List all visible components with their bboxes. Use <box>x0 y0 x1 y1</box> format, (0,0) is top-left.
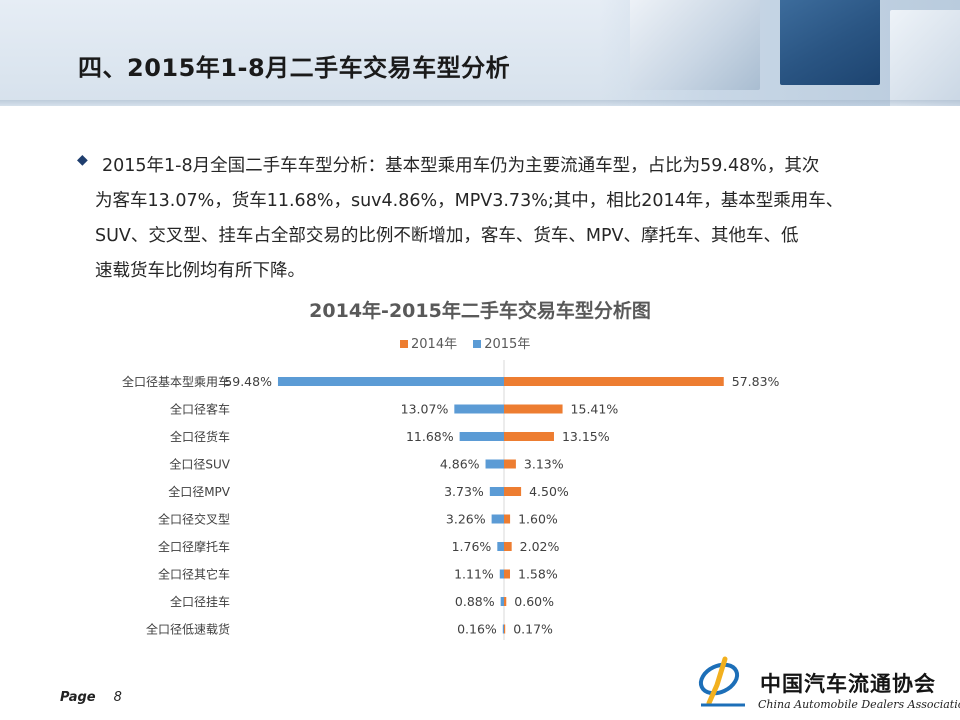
header-decorative-blocks <box>600 0 960 106</box>
data-label-2014: 0.17% <box>513 622 553 637</box>
category-label: 全口径摩托车 <box>158 539 230 554</box>
data-label-2014: 15.41% <box>571 402 619 417</box>
category-label: 全口径客车 <box>170 402 230 417</box>
bar-2015 <box>485 459 504 469</box>
cada-logo-icon <box>698 656 745 707</box>
summary-line-text: 为客车13.07%，货车11.68%，suv4.86%，MPV3.73%;其中，… <box>95 191 844 211</box>
data-label-2015: 1.11% <box>454 567 494 582</box>
data-label-2014: 1.58% <box>518 567 558 582</box>
decorative-block <box>890 10 960 106</box>
summary-line-text: 2015年1-8月全国二手车车型分析：基本型乘用车仍为主要流通车型，占比为59.… <box>102 156 820 176</box>
page-footer: Page 8 <box>60 690 122 705</box>
chart-title: 2014年-2015年二手车交易车型分析图 <box>309 300 651 322</box>
category-label: 全口径挂车 <box>170 594 230 609</box>
bar-2015 <box>491 514 504 524</box>
data-label-2015: 3.26% <box>446 512 486 527</box>
category-label: 全口径MPV <box>168 484 231 499</box>
category-label: 全口径货车 <box>170 429 230 444</box>
data-label-2015: 4.86% <box>440 457 480 472</box>
category-label: 全口径交叉型 <box>158 512 230 527</box>
decorative-block <box>630 0 760 90</box>
legend-swatch-2015 <box>473 340 482 348</box>
category-label: 全口径基本型乘用车 <box>122 374 230 389</box>
data-label-2014: 13.15% <box>562 429 610 444</box>
category-label: 全口径SUV <box>169 457 230 472</box>
summary-line-text: 速载货车比例均有所下降。 <box>95 261 305 281</box>
bar-2014 <box>504 514 511 524</box>
legend-label-2014: 2014年 <box>411 337 458 352</box>
summary-line: 为客车13.07%，货车11.68%，suv4.86%，MPV3.73%;其中，… <box>95 184 875 219</box>
summary-paragraph: 2015年1-8月全国二手车车型分析：基本型乘用车仍为主要流通车型，占比为59.… <box>95 149 875 289</box>
bar-2014 <box>504 377 724 386</box>
logo-chinese-name: 中国汽车流通协会 <box>760 671 936 696</box>
bar-2014 <box>504 569 511 579</box>
legend-label-2015: 2015年 <box>484 337 531 352</box>
bar-2014 <box>504 459 516 469</box>
data-label-2015: 13.07% <box>401 402 449 417</box>
summary-line: 速载货车比例均有所下降。 <box>95 254 875 289</box>
summary-line-text: SUV、交叉型、挂车占全部交易的比例不断增加，客车、货车、MPV、摩托车、其他车… <box>95 226 799 246</box>
header-shadow <box>0 100 960 106</box>
page-label: Page <box>60 690 96 705</box>
data-label-2015: 1.76% <box>452 539 492 554</box>
page-title: 四、2015年1-8月二手车交易车型分析 <box>78 54 511 82</box>
bar-2015 <box>454 404 504 414</box>
data-label-2014: 2.02% <box>520 539 560 554</box>
bar-2014 <box>504 432 554 441</box>
bar-2015 <box>489 487 504 496</box>
bar-2014 <box>504 597 507 606</box>
legend-item-2014: 2014年 <box>400 333 457 352</box>
category-label: 全口径其它车 <box>158 567 230 582</box>
bar-2014 <box>504 487 522 496</box>
data-label-2014: 57.83% <box>732 374 780 389</box>
legend-item-2015: 2015年 <box>473 333 530 352</box>
bar-2015 <box>502 624 504 634</box>
bar-2015 <box>277 377 504 386</box>
chart-legend: 2014年 2015年 <box>400 333 542 352</box>
data-label-2014: 4.50% <box>529 484 569 499</box>
bar-2014 <box>504 404 563 414</box>
data-label-2014: 3.13% <box>524 457 564 472</box>
data-label-2015: 11.68% <box>406 429 454 444</box>
bar-2015 <box>500 597 504 606</box>
page-number: 8 <box>113 690 122 705</box>
data-label-2014: 1.60% <box>518 512 558 527</box>
data-label-2015: 0.16% <box>457 622 497 637</box>
summary-line: SUV、交叉型、挂车占全部交易的比例不断增加，客车、货车、MPV、摩托车、其他车… <box>95 219 875 254</box>
diamond-bullet-icon: ◆ <box>77 152 88 168</box>
summary-line: 2015年1-8月全国二手车车型分析：基本型乘用车仍为主要流通车型，占比为59.… <box>95 149 875 184</box>
bar-2014 <box>504 542 512 551</box>
legend-swatch-2014 <box>400 340 408 348</box>
bar-2015 <box>497 542 504 551</box>
bar-2015 <box>499 569 504 579</box>
decorative-block <box>780 0 880 85</box>
logo-english-name: China Automobile Dealers Association <box>758 698 960 711</box>
data-label-2014: 0.60% <box>514 594 554 609</box>
data-label-2015: 3.73% <box>444 484 484 499</box>
bar-2015 <box>459 432 504 441</box>
bar-2014 <box>504 624 506 634</box>
data-label-2015: 0.88% <box>455 594 495 609</box>
data-label-2015: 59.48% <box>224 374 272 389</box>
category-label: 全口径低速载货 <box>146 622 230 637</box>
